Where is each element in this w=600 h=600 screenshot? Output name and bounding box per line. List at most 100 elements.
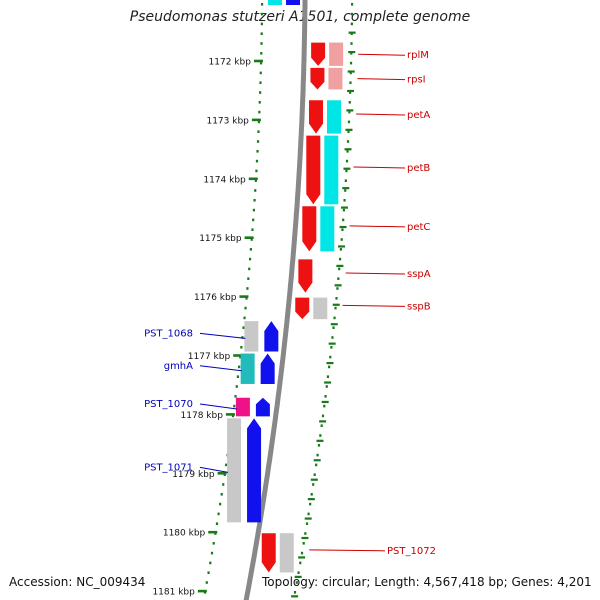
major-tick <box>248 177 258 181</box>
outer-rail-dot <box>350 22 353 26</box>
inner-rail-dot <box>222 483 225 486</box>
inner-rail-dot <box>219 502 222 506</box>
outer-minor-tick <box>291 595 299 598</box>
plus-strand-cog <box>327 100 342 134</box>
ruler-label: 1174 kbp <box>203 175 246 185</box>
inner-rail-dot <box>260 3 264 6</box>
outer-minor-tick <box>294 575 302 578</box>
minus-strand-cog <box>244 321 259 352</box>
outer-rail-dot <box>345 159 349 163</box>
inner-rail-dot <box>248 267 251 271</box>
plus-gene-label: petC <box>407 222 430 233</box>
plus-strand-cog <box>329 42 344 66</box>
inner-rail-dot <box>259 91 262 94</box>
outer-rail-dot <box>342 208 345 212</box>
ruler-label: 1176 kbp <box>194 293 237 303</box>
major-tick <box>217 472 227 475</box>
inner-rail-dot <box>234 395 237 398</box>
plus-gene-label: PST_1072 <box>387 546 436 557</box>
outer-rail-dot <box>350 42 353 45</box>
minus-strand-cog <box>227 418 242 523</box>
outer-minor-tick <box>346 109 354 112</box>
inner-rail-dot <box>209 561 212 565</box>
outer-rail-dot <box>340 238 343 241</box>
inner-rail-dot <box>247 277 250 280</box>
outer-rail-dot <box>343 199 346 202</box>
inner-rail-dot <box>239 355 242 359</box>
genome-backbone <box>243 0 308 600</box>
ruler-label: 1175 kbp <box>199 234 242 244</box>
outer-rail-dot <box>309 502 312 506</box>
outer-minor-tick <box>324 381 332 384</box>
inner-rail-dot <box>217 512 220 516</box>
minus-strand-cds <box>264 321 279 352</box>
outer-rail-dot <box>295 581 298 584</box>
inner-rail-dot <box>252 218 255 222</box>
outer-rail-dot <box>316 453 319 457</box>
inner-rail-dot <box>256 140 260 143</box>
inner-rail-dot <box>238 365 241 369</box>
outer-minor-tick <box>338 245 346 248</box>
outer-rail-dot <box>349 61 353 65</box>
major-tick <box>208 530 218 534</box>
inner-rail-dot <box>231 414 235 418</box>
inner-rail-dot <box>251 228 254 231</box>
outer-rail-dot <box>337 277 340 280</box>
outer-rail-dot <box>350 3 354 6</box>
plus-strand-cds <box>298 259 313 293</box>
outer-rail-dot <box>348 101 351 104</box>
plus-strand-cog <box>328 67 343 90</box>
plus-gene-label: sspB <box>407 301 431 312</box>
plus-strand-cog <box>320 206 335 252</box>
plus-strand-cds <box>295 297 310 320</box>
outer-rail-dot <box>344 179 347 182</box>
minus-strand-cog <box>240 353 255 384</box>
plus-gene-label: sspA <box>407 269 431 280</box>
outer-rail-dot <box>331 336 334 339</box>
major-tick <box>253 59 263 63</box>
inner-rail-dot <box>212 542 215 545</box>
outer-rail-dot <box>329 355 332 359</box>
plus-strand-cds <box>310 67 325 90</box>
inner-rail-dot <box>240 346 243 349</box>
outer-minor-tick <box>348 31 356 34</box>
outer-rail-dot <box>305 522 309 525</box>
outer-minor-tick <box>345 128 353 131</box>
outer-rail-dot <box>313 473 316 476</box>
outer-rail-dot <box>302 542 305 545</box>
outer-minor-tick <box>304 517 312 520</box>
outer-minor-tick <box>347 70 355 73</box>
minus-gene-label: PST_1068 <box>144 328 193 339</box>
major-tick <box>239 295 249 298</box>
plus-gene-leader <box>342 304 406 307</box>
inner-rail-dot <box>250 238 253 241</box>
plus-strand-cds <box>306 135 321 205</box>
inner-rail-dot <box>220 493 223 496</box>
ruler-label: 1172 kbp <box>209 58 252 68</box>
inner-rail-dot <box>257 120 261 124</box>
outer-rail-dot <box>347 130 350 133</box>
outer-minor-tick <box>321 400 329 404</box>
outer-rail-dot <box>338 267 341 271</box>
inner-rail-dot <box>241 336 244 339</box>
minus-strand-cog <box>235 397 250 417</box>
outer-minor-tick <box>347 89 355 93</box>
inner-rail-dot <box>259 71 262 75</box>
outer-rail-dot <box>304 532 307 535</box>
inner-rail-dot <box>260 42 263 45</box>
inner-rail-dot <box>260 22 263 26</box>
outer-rail-dot <box>341 228 344 231</box>
inner-rail-dot <box>255 159 259 163</box>
outer-rail-dot <box>336 287 339 290</box>
outer-minor-tick <box>301 536 309 540</box>
plus-strand-cds <box>311 42 326 66</box>
plus-gene-leader <box>358 53 406 56</box>
outer-rail-dot <box>345 169 348 173</box>
minus-gene-leader <box>199 365 242 372</box>
plus-gene-label: petA <box>407 110 430 121</box>
outer-rail-dot <box>328 365 331 369</box>
outer-minor-tick <box>336 264 344 267</box>
ruler-label: 1173 kbp <box>206 116 249 126</box>
inner-rail-dot <box>260 32 263 35</box>
